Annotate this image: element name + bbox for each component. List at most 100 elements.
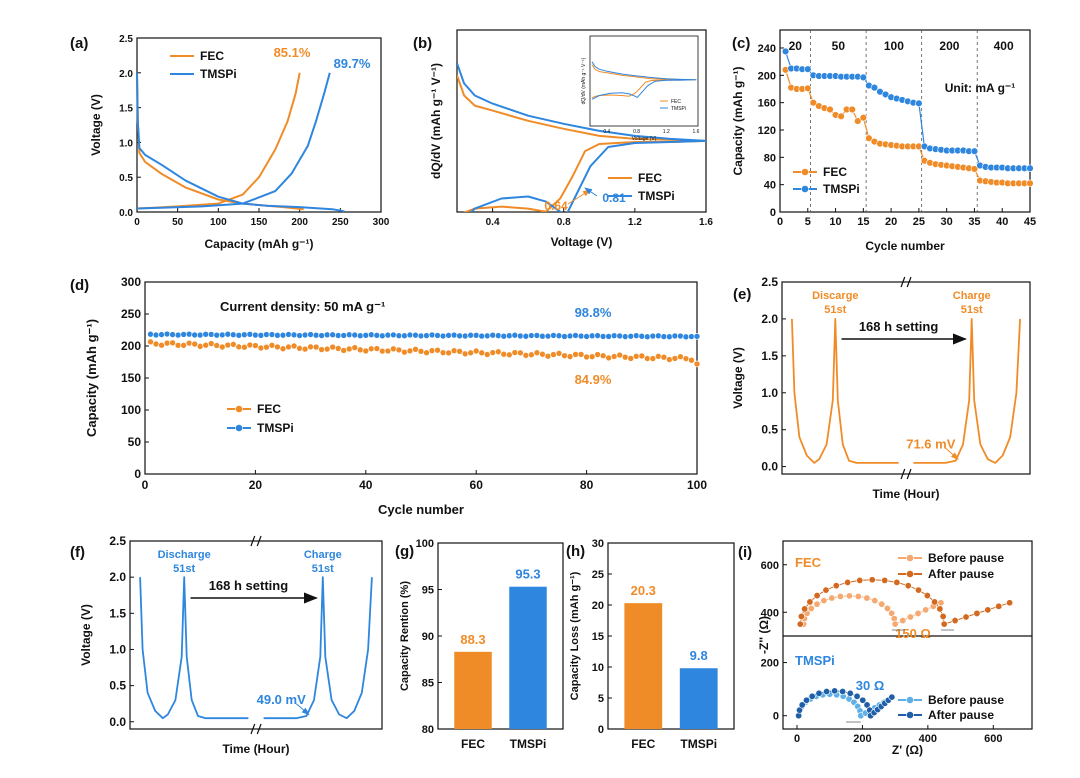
y-tick-label: 25 <box>592 569 604 581</box>
data-point <box>202 330 210 338</box>
data-point <box>285 331 292 338</box>
data-point <box>230 331 237 339</box>
data-point <box>230 341 237 348</box>
legend-marker <box>235 424 243 432</box>
y-tick-label: 95 <box>422 585 434 597</box>
axis-break <box>250 723 256 735</box>
nyquist-point <box>931 598 939 606</box>
data-point <box>395 346 403 354</box>
x-axis-label: Time (Hour) <box>222 742 289 756</box>
data-point <box>671 355 679 362</box>
panel-label-i: (i) <box>738 544 752 561</box>
x-tick-label: 1.2 <box>628 217 642 228</box>
y-tick-label: 2.0 <box>109 570 126 584</box>
data-point <box>644 333 651 341</box>
data-point <box>594 351 601 358</box>
inset-series-line <box>591 61 697 100</box>
data-point <box>848 105 856 114</box>
nyquist-point <box>853 692 861 700</box>
nyquist-point <box>836 592 844 600</box>
data-point <box>500 332 508 340</box>
bar-fec <box>624 603 663 729</box>
y-tick-label: 1.0 <box>109 642 126 656</box>
legend-label: Before pause <box>928 693 1004 707</box>
data-point <box>621 333 629 340</box>
data-point <box>196 343 204 350</box>
data-point <box>174 342 182 349</box>
data-point <box>550 351 557 358</box>
panel-label-g: (g) <box>395 543 414 560</box>
data-point <box>169 339 176 347</box>
arrow <box>584 187 598 197</box>
charge-label: Charge <box>304 549 342 561</box>
axis-break <box>900 468 906 480</box>
data-point <box>445 349 452 357</box>
bar-value-label: 95.3 <box>515 567 540 582</box>
panel-label-a: (a) <box>70 35 88 52</box>
nyquist-point <box>881 576 889 584</box>
legend-label: TMSPi <box>200 67 237 81</box>
data-point <box>693 360 701 368</box>
data-point <box>467 331 474 339</box>
data-point <box>185 339 193 347</box>
y-tick-label: 1.5 <box>109 606 126 620</box>
legend-marker <box>906 554 914 562</box>
nyquist-point <box>813 600 821 608</box>
data-point <box>274 343 281 351</box>
data-point <box>428 331 436 339</box>
data-point <box>494 348 502 356</box>
legend-label: FEC <box>823 165 847 179</box>
data-point <box>655 353 662 360</box>
nyquist-point <box>822 586 830 594</box>
nyquist-point <box>808 692 816 700</box>
data-point <box>268 331 276 338</box>
y-tick-label: 0 <box>134 467 141 481</box>
data-point <box>191 331 198 339</box>
inset-tick-label: 1.2 <box>663 129 670 135</box>
nyquist-point <box>846 689 854 697</box>
data-point <box>826 105 834 114</box>
data-point <box>152 331 160 339</box>
data-point <box>577 332 585 340</box>
data-point <box>644 355 651 362</box>
data-point <box>279 345 287 353</box>
x-tick-label: 25 <box>913 216 925 228</box>
discharge-label: Discarge <box>812 290 858 302</box>
axis-break <box>906 276 912 288</box>
data-point <box>202 341 210 349</box>
y-tick-label: 400 <box>761 607 779 619</box>
nyquist-point <box>871 597 879 605</box>
nyquist-point <box>807 604 815 612</box>
y-tick-label: 0.0 <box>109 715 126 729</box>
panel-g: 80 85 90 95 100 Capacity Rention (%) 88.3 FEC 95… <box>399 538 564 751</box>
nyquist-point <box>828 594 836 602</box>
nyquist-point <box>801 605 809 613</box>
y-tick-label: 40 <box>764 180 776 192</box>
legend-marker <box>906 570 914 578</box>
nyquist-point <box>856 576 864 584</box>
bar-value-label: 20.3 <box>631 583 656 598</box>
data-point <box>804 84 812 93</box>
data-point <box>412 331 419 339</box>
legend-label: FEC <box>257 402 281 416</box>
nyquist-point <box>973 609 981 617</box>
data-point <box>301 345 309 353</box>
data-point <box>379 332 386 340</box>
data-point <box>588 332 596 340</box>
data-point <box>649 332 657 340</box>
data-point <box>970 147 979 155</box>
plot-frame <box>129 540 383 730</box>
category-label: TMSPi <box>680 737 717 751</box>
data-point <box>351 344 359 351</box>
x-tick-label: 150 <box>251 217 268 228</box>
data-point <box>688 333 695 340</box>
voltage-drop-label: 49.0 mV <box>257 692 306 707</box>
axis-break <box>250 535 256 547</box>
data-point <box>583 353 590 361</box>
nyquist-point <box>820 597 828 605</box>
nyquist-point <box>915 586 923 594</box>
data-point <box>207 331 215 338</box>
annotation-fec: 85.1% <box>274 45 311 60</box>
x-axis-label: Voltage (V) <box>551 235 613 249</box>
